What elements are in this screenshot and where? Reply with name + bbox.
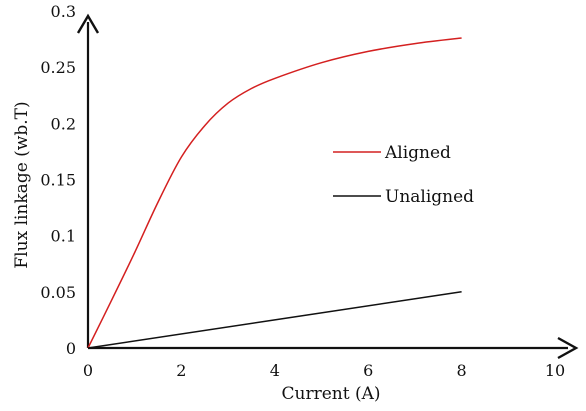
series-line-aligned (87, 37, 462, 349)
x-tick-label: 6 (363, 361, 373, 380)
y-tick-label: 0.2 (51, 114, 76, 133)
x-tick-label: 4 (270, 361, 280, 380)
y-tick-label: 0.25 (40, 58, 76, 77)
x-tick-label: 8 (457, 361, 467, 380)
x-axis-arrow-icon (557, 336, 579, 360)
y-tick-label: 0.1 (51, 227, 76, 246)
x-axis-label: Current (A) (282, 384, 381, 404)
x-tick-labels: 0 2 4 6 8 10 (83, 361, 565, 380)
y-tick-label: 0.3 (51, 2, 76, 21)
x-tick-label: 2 (176, 361, 186, 380)
series-layer (87, 37, 462, 349)
legend-label-aligned: Aligned (384, 143, 451, 163)
series-line-unaligned (87, 291, 462, 349)
y-tick-labels: 0 0.05 0.1 0.15 0.2 0.25 0.3 (40, 2, 76, 358)
x-tick-label: 10 (545, 361, 565, 380)
y-tick-label: 0.05 (40, 283, 76, 302)
y-tick-label: 0.15 (40, 171, 76, 190)
y-tick-label: 0 (66, 339, 76, 358)
legend-label-unaligned: Unaligned (385, 187, 474, 207)
y-axis-arrow-icon (76, 13, 100, 34)
y-axis-label: Flux linkage (wb.T) (12, 101, 32, 268)
x-tick-label: 0 (83, 361, 93, 380)
legend: Aligned Unaligned (333, 143, 474, 207)
